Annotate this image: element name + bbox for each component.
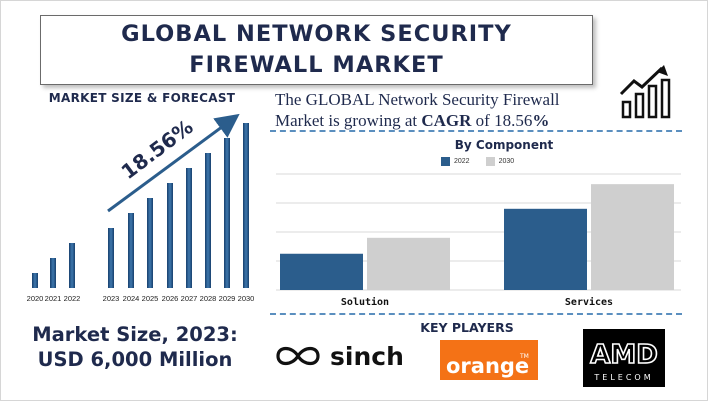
component-bar-solution-2030: [367, 237, 450, 290]
forecast-bar-2030: [243, 123, 249, 288]
forecast-year-label: 2026: [162, 294, 179, 303]
cagr-percent-sign: %: [532, 111, 550, 130]
legend-label-2022: 2022: [454, 158, 470, 165]
component-bar-solution-2022: [280, 253, 363, 290]
sinch-logo: sinch: [276, 342, 404, 371]
cagr-statement-mid: of 18.56: [471, 111, 533, 130]
forecast-year-label: 2022: [64, 294, 81, 303]
forecast-year-label: 2021: [45, 294, 62, 303]
amd-telecom-logo: AMD TELECOM: [583, 329, 665, 387]
forecast-bar-2027: [186, 168, 192, 288]
legend-swatch-2022: [441, 157, 450, 166]
forecast-year-label: 2024: [123, 294, 140, 303]
cagr-word: CAGR: [421, 111, 472, 130]
forecast-bar-2023: [108, 228, 114, 288]
title-line-2: FIREWALL MARKET: [189, 52, 444, 78]
legend-label-2030: 2030: [498, 158, 515, 165]
component-legend: 2022 2030: [441, 157, 530, 166]
amd-telecom-subtitle: TELECOM: [593, 373, 653, 382]
component-category-label: Services: [565, 296, 613, 308]
component-category-label: Solution: [341, 296, 389, 308]
growth-arrow: [107, 113, 240, 213]
component-bar-chart: Solution Services: [276, 173, 681, 308]
forecast-bar-2024: [128, 213, 134, 288]
forecast-year-label: 2027: [181, 294, 198, 303]
orange-logo: orange TM: [440, 340, 538, 380]
forecast-bar-2026: [167, 183, 173, 288]
cagr-statement: The GLOBAL Network Security Firewall Mar…: [275, 89, 605, 131]
market-forecast-chart: 2020 2021 2022 2023 2024 2025 2026 2027 2028 2029…: [27, 113, 255, 303]
orange-wordmark: orange: [446, 354, 529, 378]
forecast-bar-2028: [205, 153, 211, 288]
forecast-year-label: 2029: [219, 294, 236, 303]
title-line-1: GLOBAL NETWORK SECURITY: [121, 21, 512, 47]
orange-trademark: TM: [519, 353, 529, 360]
forecast-bar-2029: [224, 138, 230, 288]
forecast-bar-2020: [32, 273, 38, 288]
legend-item-2030: 2030: [485, 157, 515, 166]
sinch-wordmark: sinch: [330, 342, 404, 371]
component-bar-services-2022: [504, 208, 587, 290]
key-players-heading: KEY PLAYERS: [420, 320, 514, 335]
forecast-bar-2021: [50, 258, 56, 288]
growth-chart-icon: [619, 65, 671, 119]
market-size-forecast-heading: MARKET SIZE & FORECAST: [48, 91, 236, 105]
forecast-bar-2022: [69, 243, 75, 288]
market-size-line-1: Market Size, 2023:: [32, 323, 238, 346]
forecast-year-label: 2020: [27, 294, 44, 303]
legend-item-2022: 2022: [441, 157, 470, 166]
legend-swatch-2030: [485, 157, 495, 166]
divider-bottom: [270, 313, 682, 315]
divider-top: [270, 130, 682, 132]
title-box: GLOBAL NETWORK SECURITY FIREWALL MARKET: [40, 15, 593, 85]
component-bar-services-2030: [591, 184, 674, 290]
forecast-year-label: 2023: [103, 294, 120, 303]
market-size-line-2: USD 6,000 Million: [37, 348, 233, 371]
component-chart-title: By Component: [454, 138, 554, 152]
forecast-year-label: 2025: [142, 294, 159, 303]
amd-wordmark: AMD: [590, 340, 658, 370]
market-size-callout: Market Size, 2023: USD 6,000 Million: [20, 322, 250, 372]
cagr-statement-pre: The GLOBAL Network Security Firewall Mar…: [275, 90, 560, 130]
forecast-year-label: 2028: [200, 294, 217, 303]
forecast-bar-2025: [147, 198, 153, 288]
forecast-year-label: 2030: [238, 294, 255, 303]
